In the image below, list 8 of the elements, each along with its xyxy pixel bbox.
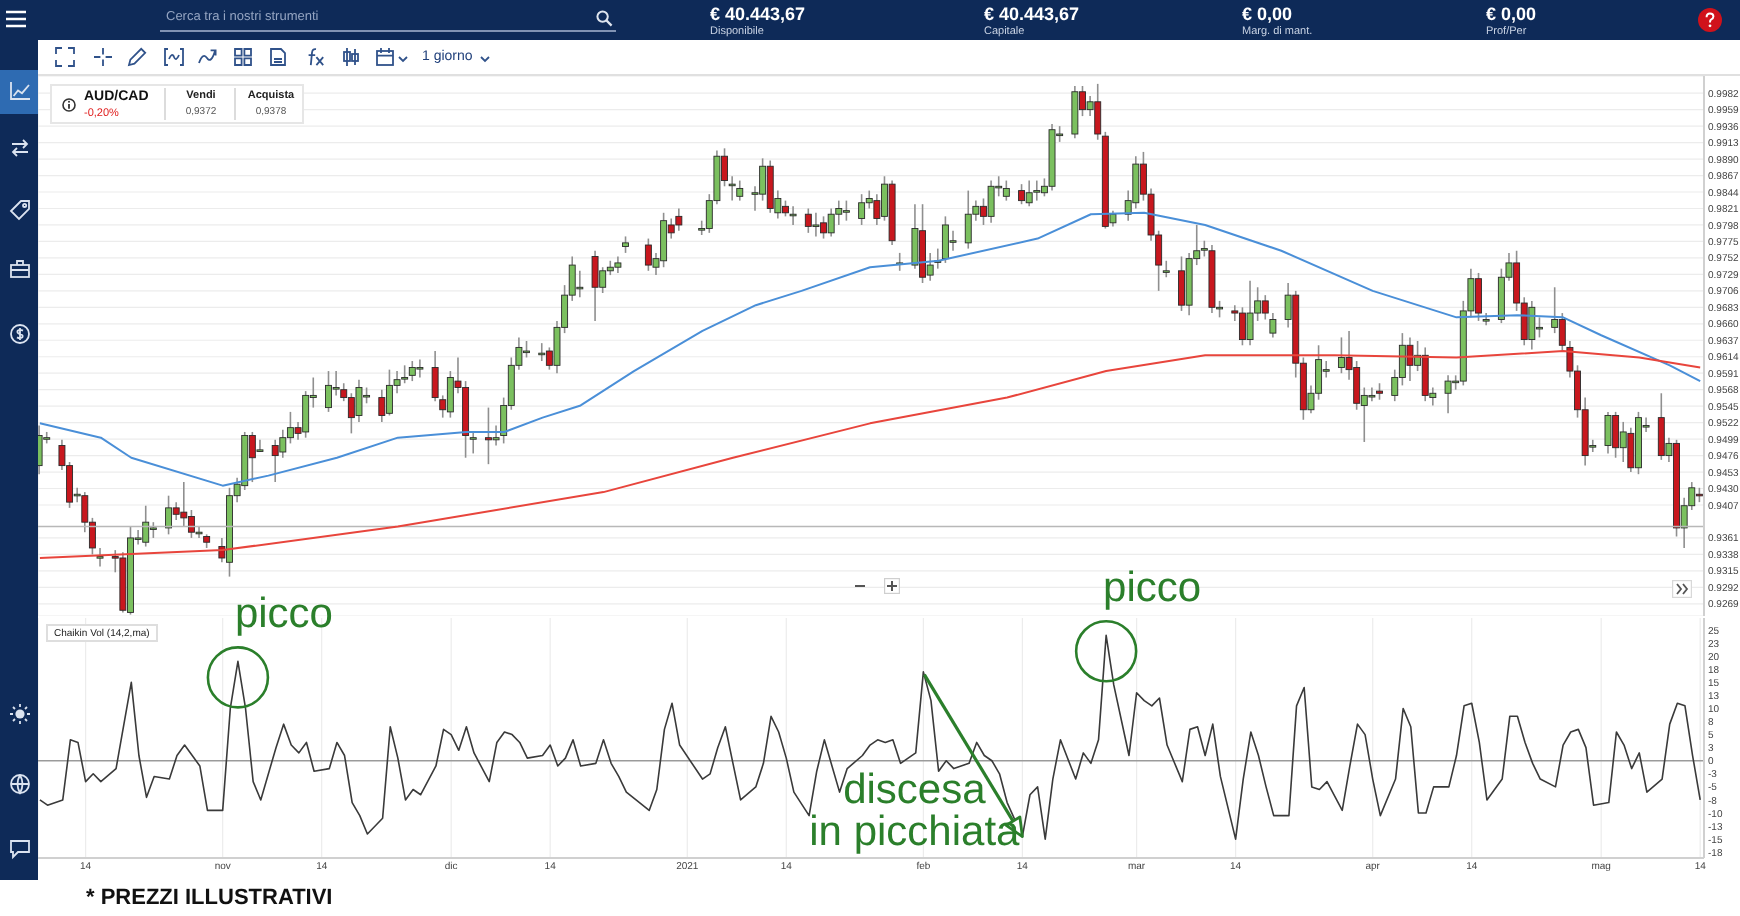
text: € 0,00 <box>1486 4 1537 24</box>
text: € 40.443,67 <box>984 4 1080 24</box>
text: € 0,00 <box>1242 4 1293 24</box>
annotation: picco <box>234 591 333 638</box>
text: € 40.443,67 <box>710 4 806 24</box>
text: * PREZZI ILLUSTRATIVI <box>86 886 333 910</box>
annotation: discesa in picchiata <box>809 766 1021 855</box>
annotation: picco <box>1103 565 1202 612</box>
